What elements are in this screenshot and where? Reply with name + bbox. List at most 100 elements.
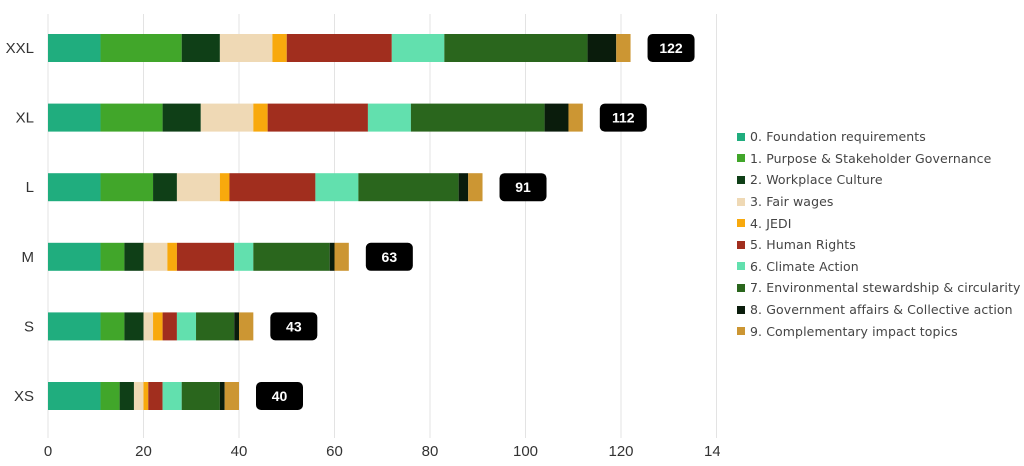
legend-item: 2. Workplace Culture — [737, 169, 1020, 191]
bar-segment — [162, 103, 201, 132]
bar-segment — [391, 34, 445, 62]
legend-item: 4. JEDI — [737, 212, 1020, 234]
bar-segment — [253, 103, 268, 132]
category-label: XL — [16, 110, 34, 127]
bar-segment — [162, 312, 177, 341]
legend-swatch — [737, 262, 745, 271]
legend-swatch — [737, 175, 745, 184]
x-tick-label: 40 — [231, 443, 248, 460]
bar-segment — [176, 312, 197, 341]
bar-segment — [358, 173, 459, 202]
bar-segment — [181, 34, 220, 62]
bar-segment — [544, 103, 569, 132]
legend-item: 3. Fair wages — [737, 191, 1020, 213]
bar-segment — [48, 242, 101, 271]
bar-segment — [167, 242, 177, 271]
bar-segment — [196, 312, 235, 341]
total-label: 63 — [382, 249, 398, 265]
legend-swatch — [737, 132, 745, 141]
bar-segment — [219, 34, 273, 62]
bar-segment — [334, 242, 349, 271]
bar-segment — [153, 312, 163, 341]
bar-segment — [587, 34, 617, 62]
x-tick-label: 20 — [135, 443, 152, 460]
bar-segment — [133, 382, 144, 410]
total-label: 122 — [659, 40, 683, 56]
x-tick-label: 140 — [704, 443, 720, 460]
legend-label: 1. Purpose & Stakeholder Governance — [750, 150, 992, 166]
legend-label: 3. Fair wages — [750, 194, 834, 210]
legend-swatch — [737, 154, 745, 163]
bar-segment — [234, 312, 239, 341]
category-label: XS — [14, 388, 34, 405]
bar-segment — [224, 382, 239, 410]
bar-segment — [162, 382, 182, 410]
bar-segment — [119, 382, 134, 410]
bar-segment — [100, 382, 120, 410]
bar-segment — [286, 34, 392, 62]
bar-segment — [100, 312, 125, 341]
legend-label: 8. Government affairs & Collective actio… — [750, 302, 1013, 318]
category-label: S — [24, 318, 34, 335]
bar-segment — [143, 382, 149, 410]
category-axis: XXL XL L M S XS — [6, 40, 34, 405]
legend-swatch — [737, 327, 745, 336]
category-label: L — [26, 179, 34, 196]
bar-segment — [568, 103, 583, 132]
stacked-bar-chart: 122 112 91 63 43 40 XXL XL L M S XS 0 20 40 60 80 100 12… — [6, 14, 720, 460]
legend-item: 9. Complementary impact topics — [737, 320, 1020, 342]
total-badge — [365, 242, 413, 271]
x-tick-label: 0 — [44, 443, 52, 460]
bar-segment — [219, 173, 230, 202]
total-badge — [599, 103, 647, 132]
bar-segment — [234, 242, 254, 271]
bar-segment — [253, 242, 330, 271]
bar-segment — [272, 34, 287, 62]
legend-item: 1. Purpose & Stakeholder Governance — [737, 148, 1020, 170]
bar-segment — [229, 173, 316, 202]
gridlines — [47, 14, 717, 438]
bar-segment — [153, 173, 177, 202]
legend-label: 0. Foundation requirements — [750, 129, 926, 145]
category-label: XXL — [6, 40, 34, 57]
legend-item: 0. Foundation requirements — [737, 126, 1020, 148]
legend-label: 2. Workplace Culture — [750, 172, 883, 188]
legend-item: 6. Climate Action — [737, 256, 1020, 278]
total-label: 112 — [612, 110, 635, 126]
bar-segment — [181, 382, 220, 410]
total-label: 43 — [286, 318, 302, 334]
x-tick-label: 60 — [326, 443, 343, 460]
legend-item: 7. Environmental stewardship & circulari… — [737, 277, 1020, 299]
bar-segments — [48, 34, 631, 410]
bar-segment — [176, 173, 220, 202]
category-label: M — [22, 249, 35, 266]
total-label: 91 — [515, 179, 531, 195]
total-label: 40 — [272, 388, 288, 404]
bar-segment — [176, 242, 235, 271]
legend-item: 5. Human Rights — [737, 234, 1020, 256]
total-badge — [647, 34, 695, 62]
bar-segment — [148, 382, 163, 410]
x-tick-label: 80 — [422, 443, 439, 460]
bar-segment — [468, 173, 483, 202]
bar-segment — [100, 103, 163, 132]
legend-label: 4. JEDI — [750, 215, 792, 231]
bar-segment — [100, 173, 154, 202]
bar-segment — [616, 34, 631, 62]
bar-segment — [219, 382, 225, 410]
total-badge — [256, 382, 303, 410]
x-tick-label: 100 — [513, 443, 538, 460]
bar-segment — [239, 312, 254, 341]
bar-segment — [143, 312, 154, 341]
total-badge — [270, 312, 318, 341]
bar-segment — [143, 242, 168, 271]
bar-segment — [267, 103, 368, 132]
bar-segment — [315, 173, 359, 202]
bar-segment — [48, 382, 101, 410]
x-tick-label: 120 — [608, 443, 633, 460]
bar-segment — [458, 173, 469, 202]
bar-segment — [367, 103, 411, 132]
bar-segment — [200, 103, 254, 132]
bar-segment — [48, 34, 101, 62]
legend-swatch — [737, 283, 745, 292]
